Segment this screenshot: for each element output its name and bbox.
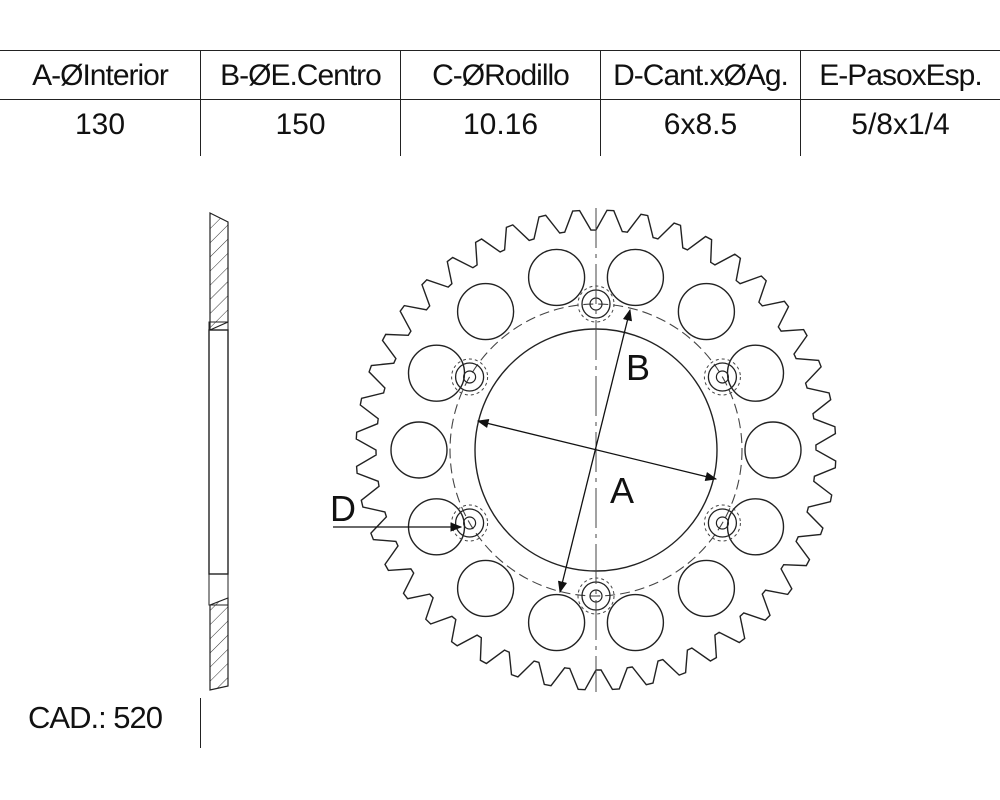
dimension-b-arrow: [557, 308, 633, 594]
header-bolt-holes: D-Cant.xØAg.: [600, 50, 800, 100]
value-bolt-holes: 6x8.5: [600, 100, 800, 156]
header-inner-diameter: A-ØInterior: [0, 50, 200, 100]
value-roller-diameter: 10.16: [400, 100, 600, 156]
lightening-hole: [390, 421, 448, 479]
label-a: A: [610, 470, 634, 511]
lightening-hole: [677, 559, 736, 618]
cad-divider: [200, 698, 201, 748]
lightening-hole: [744, 421, 802, 479]
dimension-a-arrow: [476, 418, 718, 482]
cad-code: CAD.: 520: [28, 700, 163, 735]
spec-value-row: 130 150 10.16 6x8.5 5/8x1/4: [0, 100, 1000, 156]
lightening-hole: [606, 593, 665, 652]
lightening-hole: [677, 282, 736, 341]
spec-header-row: A-ØInterior B-ØE.Centro C-ØRodillo D-Can…: [0, 50, 1000, 100]
value-bolt-circle: 150: [200, 100, 400, 156]
lightening-hole: [527, 248, 586, 307]
bolt-hole: [451, 358, 489, 396]
bolt-hole: [703, 504, 741, 542]
value-inner-diameter: 130: [74, 108, 126, 141]
bolt-circle: [449, 303, 743, 597]
lightening-hole: [606, 248, 665, 307]
value-pitch-thickness: 5/8x1/4: [800, 100, 1000, 156]
lightening-hole: [527, 593, 586, 652]
label-d: D: [330, 488, 356, 529]
header-pitch-thickness: E-PasoxEsp.: [800, 50, 1000, 100]
lightening-hole: [456, 559, 515, 618]
bolt-hole: [703, 358, 741, 396]
label-b: B: [626, 347, 650, 388]
lightening-hole: [456, 282, 515, 341]
header-bolt-circle: B-ØE.Centro: [200, 50, 400, 100]
header-roller-diameter: C-ØRodillo: [400, 50, 600, 100]
sprocket-side-view: [208, 212, 229, 691]
spec-table: A-ØInterior B-ØE.Centro C-ØRodillo D-Can…: [0, 50, 1000, 156]
